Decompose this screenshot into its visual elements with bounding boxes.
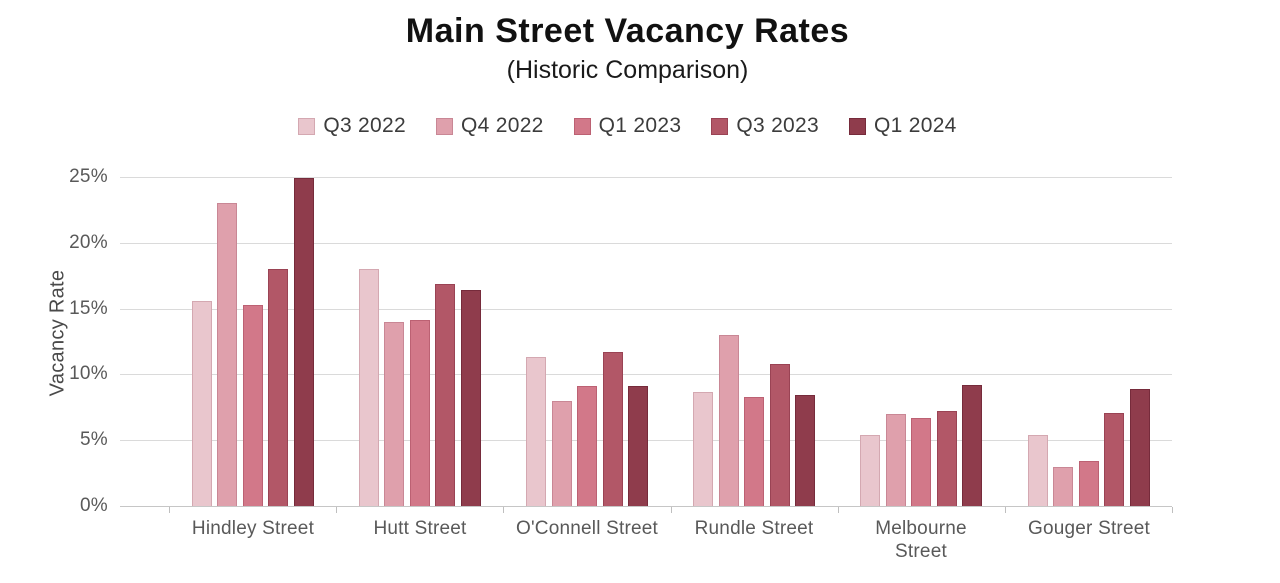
- legend-item-q12024: Q1 2024: [849, 114, 957, 138]
- x-axis-label: Hutt Street: [373, 518, 467, 539]
- bar-q32023-6: [1104, 413, 1124, 506]
- y-tick-label: 0%: [79, 495, 108, 516]
- legend-label: Q3 2022: [323, 114, 406, 137]
- category-axis-tick: [1005, 507, 1006, 513]
- bar-q32023-2: [435, 284, 455, 506]
- legend-swatch: [849, 117, 866, 135]
- gridline-25%: [120, 177, 1172, 178]
- bar-q12024-6: [1130, 389, 1150, 506]
- category-axis-tick: [336, 507, 337, 513]
- chart-subtitle: (Historic Comparison): [506, 56, 749, 84]
- bar-q12023-6: [1079, 461, 1099, 506]
- legend-swatch: [711, 117, 729, 135]
- bar-q42022-4: [719, 335, 739, 506]
- gridline-15%: [120, 309, 1172, 310]
- chart-legend: Q3 2022 Q4 2022 Q1 2023 Q3 2023 Q1 2024: [0, 114, 1280, 138]
- bar-q32023-1: [268, 269, 288, 506]
- legend-label: Q1 2023: [598, 114, 682, 137]
- bar-q32023-5: [937, 411, 957, 506]
- legend-label: Q3 2023: [736, 114, 819, 137]
- legend-label: Q4 2022: [460, 114, 544, 137]
- chart-title: Main Street Vacancy Rates: [405, 12, 850, 50]
- bar-q32022-5: [860, 435, 880, 506]
- category-axis-tick: [671, 507, 672, 513]
- bar-q12023-5: [911, 418, 931, 506]
- legend-swatch: [298, 117, 316, 135]
- bar-q42022-3: [552, 401, 572, 506]
- y-tick-label: 10%: [69, 363, 108, 384]
- bar-q42022-2: [384, 322, 404, 506]
- bar-q32023-4: [770, 364, 790, 506]
- legend-label: Q1 2024: [874, 114, 957, 137]
- y-tick-label: 25%: [69, 166, 108, 187]
- bar-q32022-2: [359, 269, 379, 506]
- x-axis-label: Gouger Street: [1028, 518, 1150, 539]
- bar-q12024-2: [461, 290, 481, 506]
- y-tick-label: 20%: [69, 232, 108, 253]
- y-tick-label: 5%: [79, 429, 108, 450]
- gridline-20%: [120, 243, 1172, 244]
- x-axis-label: Rundle Street: [694, 518, 814, 539]
- bar-q12023-4: [744, 397, 764, 506]
- bar-q42022-1: [217, 203, 237, 506]
- bar-q12024-3: [628, 386, 648, 506]
- legend-item-q32022: Q3 2022: [298, 114, 406, 138]
- bar-q32022-6: [1028, 435, 1048, 506]
- bar-q42022-6: [1053, 467, 1073, 506]
- bar-q32023-3: [603, 352, 623, 506]
- bar-q12023-1: [243, 305, 263, 506]
- legend-swatch: [573, 117, 591, 135]
- bar-q32022-1: [192, 301, 212, 506]
- legend-item-q12023: Q1 2023: [573, 114, 682, 138]
- bar-q12023-2: [410, 320, 430, 506]
- bar-q42022-5: [886, 414, 906, 506]
- category-axis-tick: [838, 507, 839, 513]
- bar-q32022-3: [526, 357, 546, 506]
- category-axis-tick: [1172, 507, 1173, 513]
- x-axis-label: O'Connell Street: [515, 518, 658, 539]
- bar-q12024-5: [962, 385, 982, 506]
- bar-q12024-1: [294, 178, 314, 506]
- category-axis-tick: [169, 507, 170, 513]
- bar-q12023-3: [577, 386, 597, 506]
- y-tick-label: 15%: [69, 298, 108, 319]
- gridline-0%: [120, 506, 1172, 507]
- x-axis-label: Melbourne Street: [875, 518, 967, 562]
- legend-item-q32023: Q3 2023: [711, 114, 819, 138]
- x-axis-label: Hindley Street: [191, 518, 315, 539]
- legend-item-q42022: Q4 2022: [435, 114, 544, 138]
- bar-q32022-4: [693, 392, 713, 506]
- category-axis-tick: [503, 507, 504, 513]
- legend-swatch: [435, 117, 453, 135]
- gridline-10%: [120, 374, 1172, 375]
- bar-q12024-4: [795, 395, 815, 506]
